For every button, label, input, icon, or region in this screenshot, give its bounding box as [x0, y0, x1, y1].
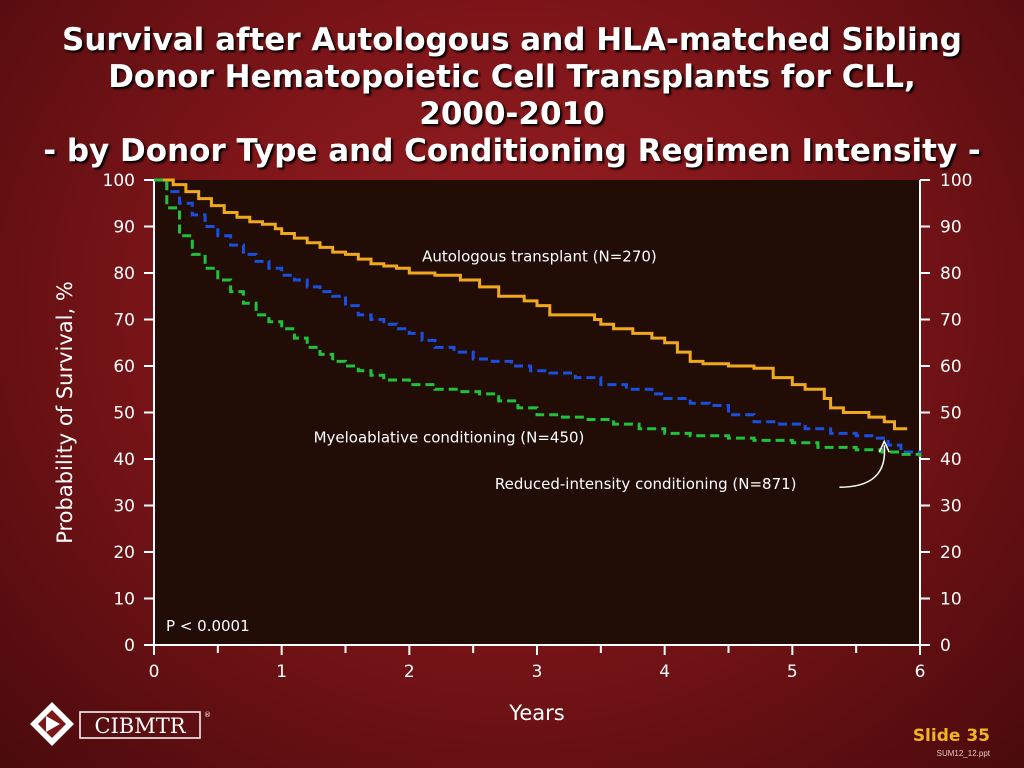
y-tick-label-left-0: 0 [124, 636, 135, 656]
y-tick-label-right-7: 70 [940, 311, 962, 331]
x-tick-label-2: 2 [404, 662, 415, 682]
series-label-0: Autologous transplant (N=270) [422, 247, 657, 265]
x-tick-label-0: 0 [149, 662, 160, 682]
logo-registered-mark: ® [204, 711, 211, 719]
y-tick-label-left-6: 60 [113, 357, 135, 377]
y-tick-label-left-5: 50 [113, 404, 135, 424]
series-line-1 [154, 178, 922, 457]
title-line-2: Donor Hematopoietic Cell Transplants for… [108, 59, 916, 95]
y-tick-label-right-1: 10 [940, 590, 962, 610]
y-axis-label: Probability of Survival, % [53, 281, 77, 544]
x-tick-label-4: 4 [659, 662, 670, 682]
y-tick-label-right-9: 90 [940, 218, 962, 238]
y-tick-label-right-6: 60 [940, 357, 962, 377]
y-tick-label-right-4: 40 [940, 450, 962, 470]
series-label-1: Myeloablative conditioning (N=450) [314, 429, 585, 447]
plot-area [154, 180, 920, 645]
file-reference: SUM12_12.ppt [936, 749, 990, 758]
y-tick-label-left-3: 30 [113, 497, 135, 517]
slide-title: Survival after Autologous and HLA-matche… [0, 22, 1024, 170]
title-line-1: Survival after Autologous and HLA-matche… [62, 22, 962, 58]
logo-text: CIBMTR [94, 714, 186, 738]
y-tick-label-left-4: 40 [113, 450, 135, 470]
x-axis-label: Years [508, 701, 564, 725]
x-tick-label-3: 3 [532, 662, 543, 682]
y-tick-label-right-0: 0 [940, 636, 951, 656]
pointer-arrowhead [878, 439, 890, 453]
slide-number: Slide 35 [912, 726, 990, 746]
y-tick-label-left-1: 10 [113, 590, 135, 610]
series-line-0 [154, 178, 908, 431]
y-tick-label-right-3: 30 [940, 497, 962, 517]
y-tick-label-left-10: 100 [103, 171, 135, 191]
y-tick-label-right-2: 20 [940, 543, 962, 563]
y-tick-label-left-2: 20 [113, 543, 135, 563]
y-tick-label-left-8: 80 [113, 264, 135, 284]
y-tick-label-right-10: 100 [940, 171, 972, 191]
title-line-3: 2000-2010 [419, 96, 605, 132]
title-line-4: - by Donor Type and Conditioning Regimen… [43, 133, 981, 169]
x-tick-label-1: 1 [276, 662, 287, 682]
y-tick-label-right-8: 80 [940, 264, 962, 284]
y-tick-label-left-9: 90 [113, 218, 135, 238]
series-line-2 [154, 178, 922, 457]
y-tick-label-left-7: 70 [113, 311, 135, 331]
logo-diamond-icon [30, 702, 74, 746]
pointer-line [839, 445, 886, 488]
logo-box [79, 711, 201, 739]
cibmtr-logo: CIBMTR ® [30, 702, 211, 746]
series-label-2: Reduced-intensity conditioning (N=871) [495, 475, 797, 493]
x-tick-label-6: 6 [915, 662, 926, 682]
p-value-label: P < 0.0001 [166, 617, 250, 635]
y-tick-label-right-5: 50 [940, 404, 962, 424]
x-tick-label-5: 5 [787, 662, 798, 682]
